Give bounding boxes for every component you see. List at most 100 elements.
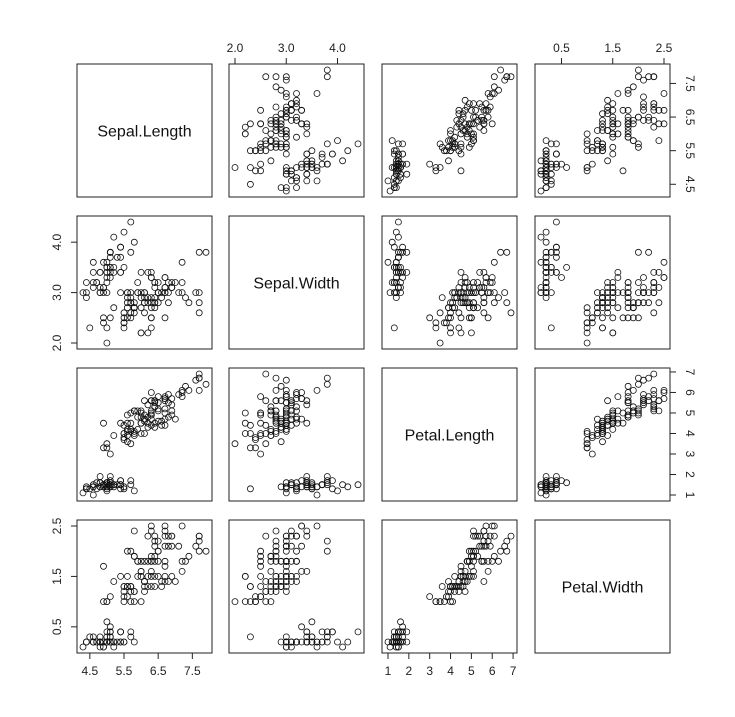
point-sepal-length-vs-petal-width-140 <box>655 106 663 114</box>
point-petal-width-vs-petal-length-81 <box>440 598 448 605</box>
point-sepal-width-vs-petal-width-6 <box>547 268 555 276</box>
point-sepal-length-vs-petal-length-107 <box>495 86 502 94</box>
point-sepal-width-vs-sepal-length-22 <box>89 258 97 266</box>
point-sepal-width-vs-sepal-length-89 <box>120 314 128 322</box>
point-sepal-width-vs-petal-width-122 <box>635 299 642 307</box>
point-petal-width-vs-sepal-width-124 <box>298 542 306 550</box>
point-petal-length-vs-sepal-length-46 <box>106 479 114 487</box>
point-sepal-length-vs-petal-length-102 <box>486 93 494 101</box>
point-sepal-width-vs-petal-length-24 <box>403 268 411 276</box>
point-sepal-width-vs-sepal-length-70 <box>134 279 142 286</box>
point-sepal-width-vs-sepal-length-111 <box>151 304 159 312</box>
point-sepal-length-vs-petal-length-48 <box>394 153 402 161</box>
point-petal-length-vs-sepal-length-119 <box>137 409 145 417</box>
point-petal-length-vs-sepal-length-108 <box>161 393 169 401</box>
point-sepal-width-vs-petal-width-133 <box>609 299 617 307</box>
point-petal-length-vs-petal-width-98 <box>588 450 596 458</box>
point-sepal-length-vs-petal-width-84 <box>609 150 617 158</box>
point-petal-width-vs-petal-length-106 <box>457 562 465 570</box>
point-petal-width-vs-sepal-length-59 <box>110 578 118 585</box>
point-sepal-length-vs-petal-width-104 <box>645 113 652 121</box>
point-sepal-width-vs-sepal-length-48 <box>113 253 121 261</box>
point-petal-length-vs-sepal-length-149 <box>134 407 142 415</box>
point-sepal-length-vs-sepal-width-75 <box>282 110 290 118</box>
point-petal-length-vs-sepal-width-109 <box>313 386 321 394</box>
point-petal-width-vs-sepal-length-111 <box>151 552 159 560</box>
point-sepal-length-vs-petal-length-134 <box>480 127 488 134</box>
point-sepal-length-vs-sepal-width-89 <box>257 147 265 155</box>
point-sepal-width-vs-petal-width-91 <box>604 289 611 297</box>
point-sepal-width-vs-sepal-length-149 <box>134 289 142 297</box>
point-sepal-length-vs-sepal-width-108 <box>257 106 265 114</box>
point-petal-length-vs-petal-width-128 <box>640 397 647 405</box>
point-sepal-length-vs-petal-length-36 <box>390 147 398 155</box>
point-sepal-length-vs-sepal-width-13 <box>282 187 290 195</box>
point-petal-length-vs-petal-width-99 <box>599 427 606 435</box>
point-petal-width-vs-sepal-width-109 <box>313 522 321 530</box>
point-petal-length-vs-sepal-width-134 <box>262 397 270 405</box>
point-sepal-width-vs-petal-width-107 <box>624 294 632 302</box>
point-sepal-width-vs-sepal-length-93 <box>103 324 111 332</box>
point-sepal-width-vs-petal-width-51 <box>609 279 617 286</box>
point-sepal-width-vs-petal-width-139 <box>640 284 647 291</box>
point-sepal-length-vs-petal-length-60 <box>436 164 444 171</box>
point-sepal-length-vs-petal-width-115 <box>650 117 658 124</box>
point-petal-width-vs-sepal-width-47 <box>293 638 300 646</box>
point-petal-length-vs-sepal-width-15 <box>354 481 362 489</box>
point-petal-width-vs-sepal-length-84 <box>117 573 124 580</box>
point-sepal-width-vs-petal-width-19 <box>547 248 555 256</box>
point-petal-length-vs-sepal-length-144 <box>161 395 169 403</box>
point-sepal-width-vs-sepal-length-131 <box>202 248 210 256</box>
point-petal-width-vs-sepal-length-34 <box>100 638 107 646</box>
panel-frame-sepal-width-vs-sepal-length <box>76 215 213 350</box>
point-petal-length-vs-petal-width-147 <box>635 405 642 413</box>
point-sepal-length-vs-petal-width-48 <box>542 153 550 161</box>
point-sepal-width-vs-sepal-length-146 <box>147 314 155 322</box>
point-sepal-length-vs-petal-length-22 <box>384 177 392 185</box>
point-petal-length-vs-sepal-length-92 <box>130 430 138 437</box>
point-petal-width-vs-sepal-width-146 <box>257 552 265 560</box>
point-petal-width-vs-sepal-width-14 <box>334 638 341 646</box>
y-tick-label-petal-width-0: 0.5 <box>50 618 64 635</box>
point-sepal-width-vs-petal-length-117 <box>503 248 511 256</box>
point-sepal-width-vs-petal-width-65 <box>604 284 611 291</box>
point-petal-width-vs-petal-length-134 <box>480 578 488 585</box>
point-petal-length-vs-sepal-width-110 <box>293 407 300 415</box>
point-petal-width-vs-sepal-width-143 <box>293 532 300 540</box>
point-sepal-length-vs-sepal-width-111 <box>267 117 275 124</box>
point-sepal-width-vs-sepal-length-41 <box>86 324 94 332</box>
point-petal-width-vs-sepal-width-149 <box>282 557 290 565</box>
point-petal-width-vs-sepal-width-147 <box>282 547 290 555</box>
y-tick-label-sepal-width-2: 4.0 <box>50 234 64 251</box>
point-petal-width-vs-sepal-length-18 <box>127 633 135 641</box>
point-petal-length-vs-sepal-length-36 <box>120 485 128 493</box>
point-sepal-length-vs-sepal-width-33 <box>344 147 352 155</box>
point-petal-width-vs-sepal-width-37 <box>313 643 321 651</box>
x-tick-label-petal-length-3: 4 <box>447 664 454 678</box>
point-sepal-length-vs-petal-width-95 <box>594 140 601 148</box>
point-petal-length-vs-petal-width-67 <box>583 427 591 435</box>
point-sepal-width-vs-sepal-length-143 <box>164 279 172 286</box>
point-petal-width-vs-sepal-width-87 <box>246 583 254 590</box>
point-sepal-length-vs-petal-length-49 <box>392 164 400 171</box>
point-petal-length-vs-sepal-length-33 <box>120 483 128 491</box>
point-petal-width-vs-sepal-length-26 <box>103 628 111 636</box>
point-petal-width-vs-sepal-length-75 <box>158 578 166 585</box>
point-sepal-length-vs-petal-length-71 <box>447 127 454 134</box>
point-petal-width-vs-sepal-length-36 <box>120 638 128 646</box>
point-sepal-length-vs-petal-length-133 <box>470 120 477 128</box>
point-sepal-width-vs-petal-width-109 <box>660 258 668 266</box>
point-sepal-width-vs-petal-width-129 <box>614 289 622 297</box>
point-sepal-length-vs-petal-length-122 <box>503 73 511 81</box>
point-petal-width-vs-sepal-width-83 <box>267 568 275 575</box>
point-sepal-length-vs-petal-length-123 <box>465 120 473 128</box>
x-tick-label-sepal-length-0: 4.5 <box>81 664 98 678</box>
point-petal-length-vs-sepal-width-107 <box>277 382 285 390</box>
point-sepal-width-vs-petal-width-81 <box>583 319 591 327</box>
point-sepal-width-vs-petal-width-13 <box>537 289 545 297</box>
point-sepal-width-vs-sepal-length-45 <box>96 289 104 297</box>
point-sepal-width-vs-petal-width-82 <box>594 304 601 312</box>
point-sepal-length-vs-petal-length-61 <box>451 133 459 141</box>
point-petal-width-vs-petal-length-96 <box>451 583 459 590</box>
point-sepal-width-vs-petal-width-110 <box>635 279 642 286</box>
